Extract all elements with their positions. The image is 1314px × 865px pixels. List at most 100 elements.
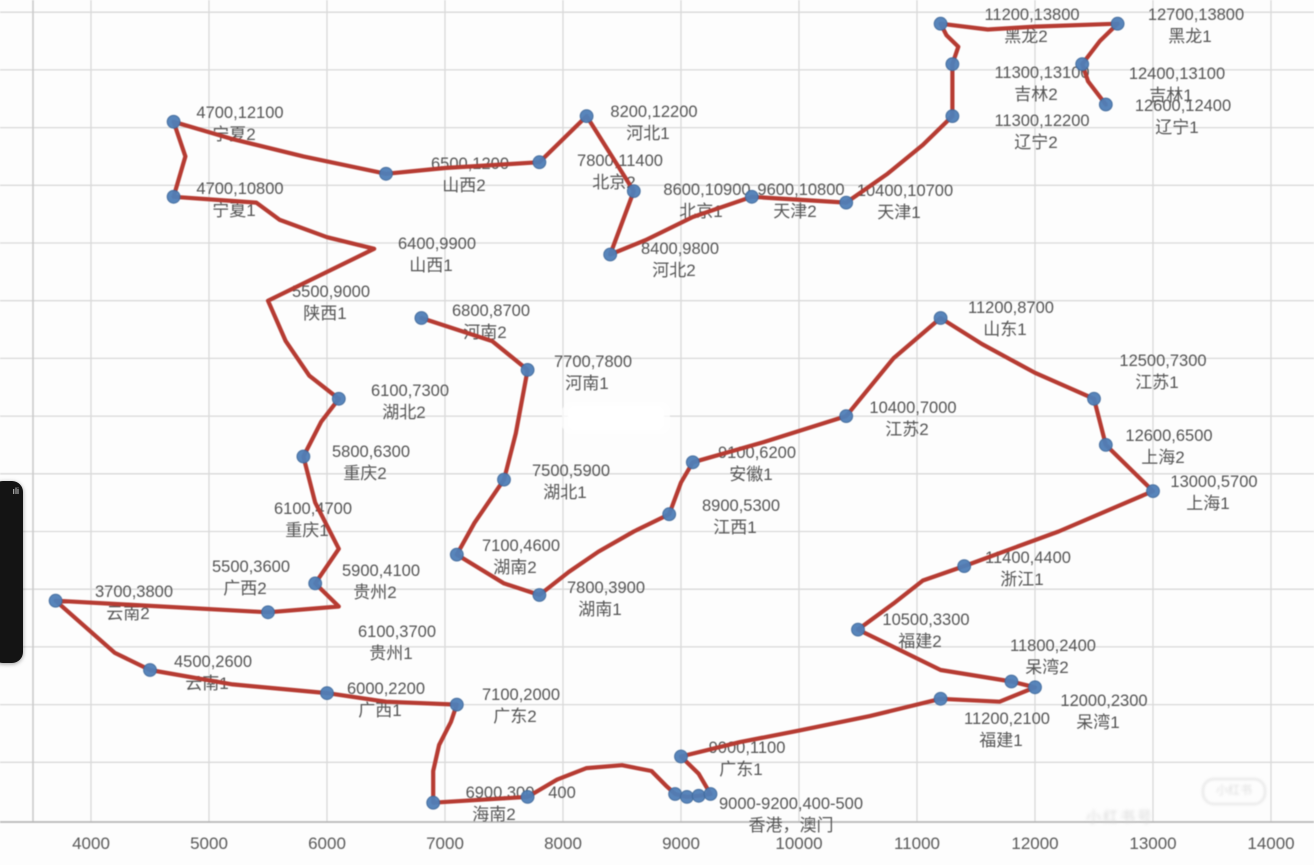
point-label-value: 12000,2300 (1060, 692, 1147, 710)
point-label-value: 11200,13800 (984, 6, 1079, 24)
point-label-name: 安徽1 (729, 465, 772, 484)
point-label-value: 12600,6500 (1125, 427, 1212, 445)
xiaohongshu-watermark-badge: 小红书 (1202, 778, 1266, 805)
point-label-name: 山东1 (983, 320, 1026, 339)
data-point-dot (851, 622, 865, 637)
data-point-dot (1098, 438, 1113, 452)
point-label-name: 呆湾1 (1076, 713, 1119, 732)
x-tick-label: 12000 (1011, 834, 1058, 853)
point-label-value: 8400,9800 (641, 240, 719, 258)
data-point-dot (449, 547, 464, 562)
point-label-value: 6100,3700 (358, 623, 436, 641)
data-point-dot (839, 195, 854, 210)
point-label-value: 11300,12200 (994, 112, 1089, 130)
point-label-name: 香港，澳门 (749, 816, 834, 835)
point-label-value: 9000-9200,400-500 (719, 795, 863, 813)
xiaohongshu-watermark-id: 小红书号 (1086, 809, 1155, 826)
data-point-dot (662, 507, 677, 522)
point-label-name: 辽宁2 (1014, 133, 1057, 152)
point-label-name: 广东2 (493, 707, 536, 726)
point-label-value: 6100,7300 (371, 382, 449, 400)
point-label-value: 7500,5900 (532, 462, 610, 480)
point-label-name: 河南1 (565, 374, 608, 393)
point-label-name: 陕西1 (303, 304, 346, 323)
point-label-name: 天津1 (877, 203, 920, 222)
data-point-dot (331, 391, 346, 406)
point-label-name: 广西2 (223, 579, 266, 598)
point-label-value: 4700,10800 (196, 180, 283, 198)
x-tick-label: 5000 (190, 834, 228, 853)
point-label-value: 11800,2400 (1010, 637, 1096, 655)
point-label-name: 江苏2 (885, 420, 928, 439)
point-label-name: 贵州2 (353, 583, 396, 602)
data-point-dot (520, 790, 535, 804)
point-label-value: 6000,2200 (347, 680, 425, 698)
point-label-name: 宁夏1 (212, 201, 255, 220)
point-label-value: 12400,13100 (1129, 65, 1225, 83)
point-label-value: 7800,11400 (577, 152, 663, 170)
data-point-dot (308, 576, 323, 591)
data-point-dot (1028, 680, 1042, 695)
x-tick-label: 6000 (308, 834, 346, 853)
x-tick-label: 14000 (1247, 834, 1294, 853)
point-label-name: 云南2 (106, 604, 149, 623)
data-point-dot (603, 247, 618, 262)
data-point-dot (579, 109, 594, 123)
data-point-dot (933, 16, 948, 31)
point-label-value: 8200,12200 (610, 103, 697, 121)
point-label-name: 河北2 (652, 261, 695, 280)
point-label-name: 浙江1 (1000, 570, 1043, 589)
data-point-dot (426, 795, 441, 810)
point-label-value: 11200,8700 (968, 299, 1054, 317)
x-tick-label: 9000 (662, 834, 700, 853)
collapsed-sidebar-handle[interactable]: ıli (0, 481, 23, 663)
point-label-value: 5800,6300 (332, 443, 410, 461)
data-point-dot (520, 363, 535, 377)
point-label-value: 11200,2100 (964, 710, 1050, 728)
point-label-value: 3700,3800 (95, 583, 173, 601)
point-label-name: 黑龙2 (1004, 27, 1047, 46)
data-point-dot (933, 691, 948, 706)
point-label-value: 11400,4400 (985, 549, 1071, 567)
data-point-dot (744, 189, 759, 204)
data-point-dot (957, 559, 972, 573)
point-label-value: 400 (548, 784, 576, 802)
point-label-name: 上海2 (1141, 448, 1184, 467)
data-point-dot (1146, 484, 1160, 499)
data-point-dot (261, 605, 275, 620)
point-label-name: 上海1 (1186, 494, 1229, 513)
point-label-value: 13000,5700 (1170, 473, 1257, 491)
point-label-name: 山西2 (442, 176, 485, 195)
point-label-value: 8600,10900 (663, 181, 750, 199)
route-line (53, 21, 1156, 805)
point-label-name: 黑龙1 (1168, 27, 1211, 46)
point-label-name: 呆湾2 (1025, 658, 1068, 677)
point-label-name: 吉林2 (1014, 85, 1057, 104)
data-point-dot (320, 686, 334, 700)
data-point-dot (680, 790, 694, 804)
data-point-dot (379, 166, 393, 181)
data-point-dot (1004, 674, 1019, 689)
point-label-name: 福建2 (898, 632, 941, 651)
point-label-value: 12700,13800 (1148, 6, 1244, 24)
point-label-name: 吉林1 (1149, 86, 1192, 105)
point-label-name: 湖南2 (493, 558, 536, 577)
point-label-name: 湖南1 (578, 600, 621, 619)
data-point-dot (945, 57, 960, 71)
data-point-dot (626, 184, 641, 199)
data-point-dot (1110, 16, 1125, 31)
data-point-dot (839, 409, 854, 424)
point-label-value: 5500,3600 (212, 558, 290, 576)
data-point-dot (497, 472, 511, 487)
point-label-name: 福建1 (979, 731, 1022, 750)
x-tick-label: 11000 (894, 834, 940, 853)
x-tick-label: 13000 (1129, 834, 1176, 853)
data-point-dot (668, 787, 682, 801)
point-label-value: 7100,2000 (482, 686, 560, 704)
point-label-value: 6400,9900 (398, 235, 476, 253)
point-label-name: 重庆1 (285, 521, 328, 540)
point-label-name: 宁夏2 (212, 125, 255, 144)
x-tick-label: 4000 (72, 834, 110, 853)
x-tick-label: 10000 (775, 834, 822, 853)
